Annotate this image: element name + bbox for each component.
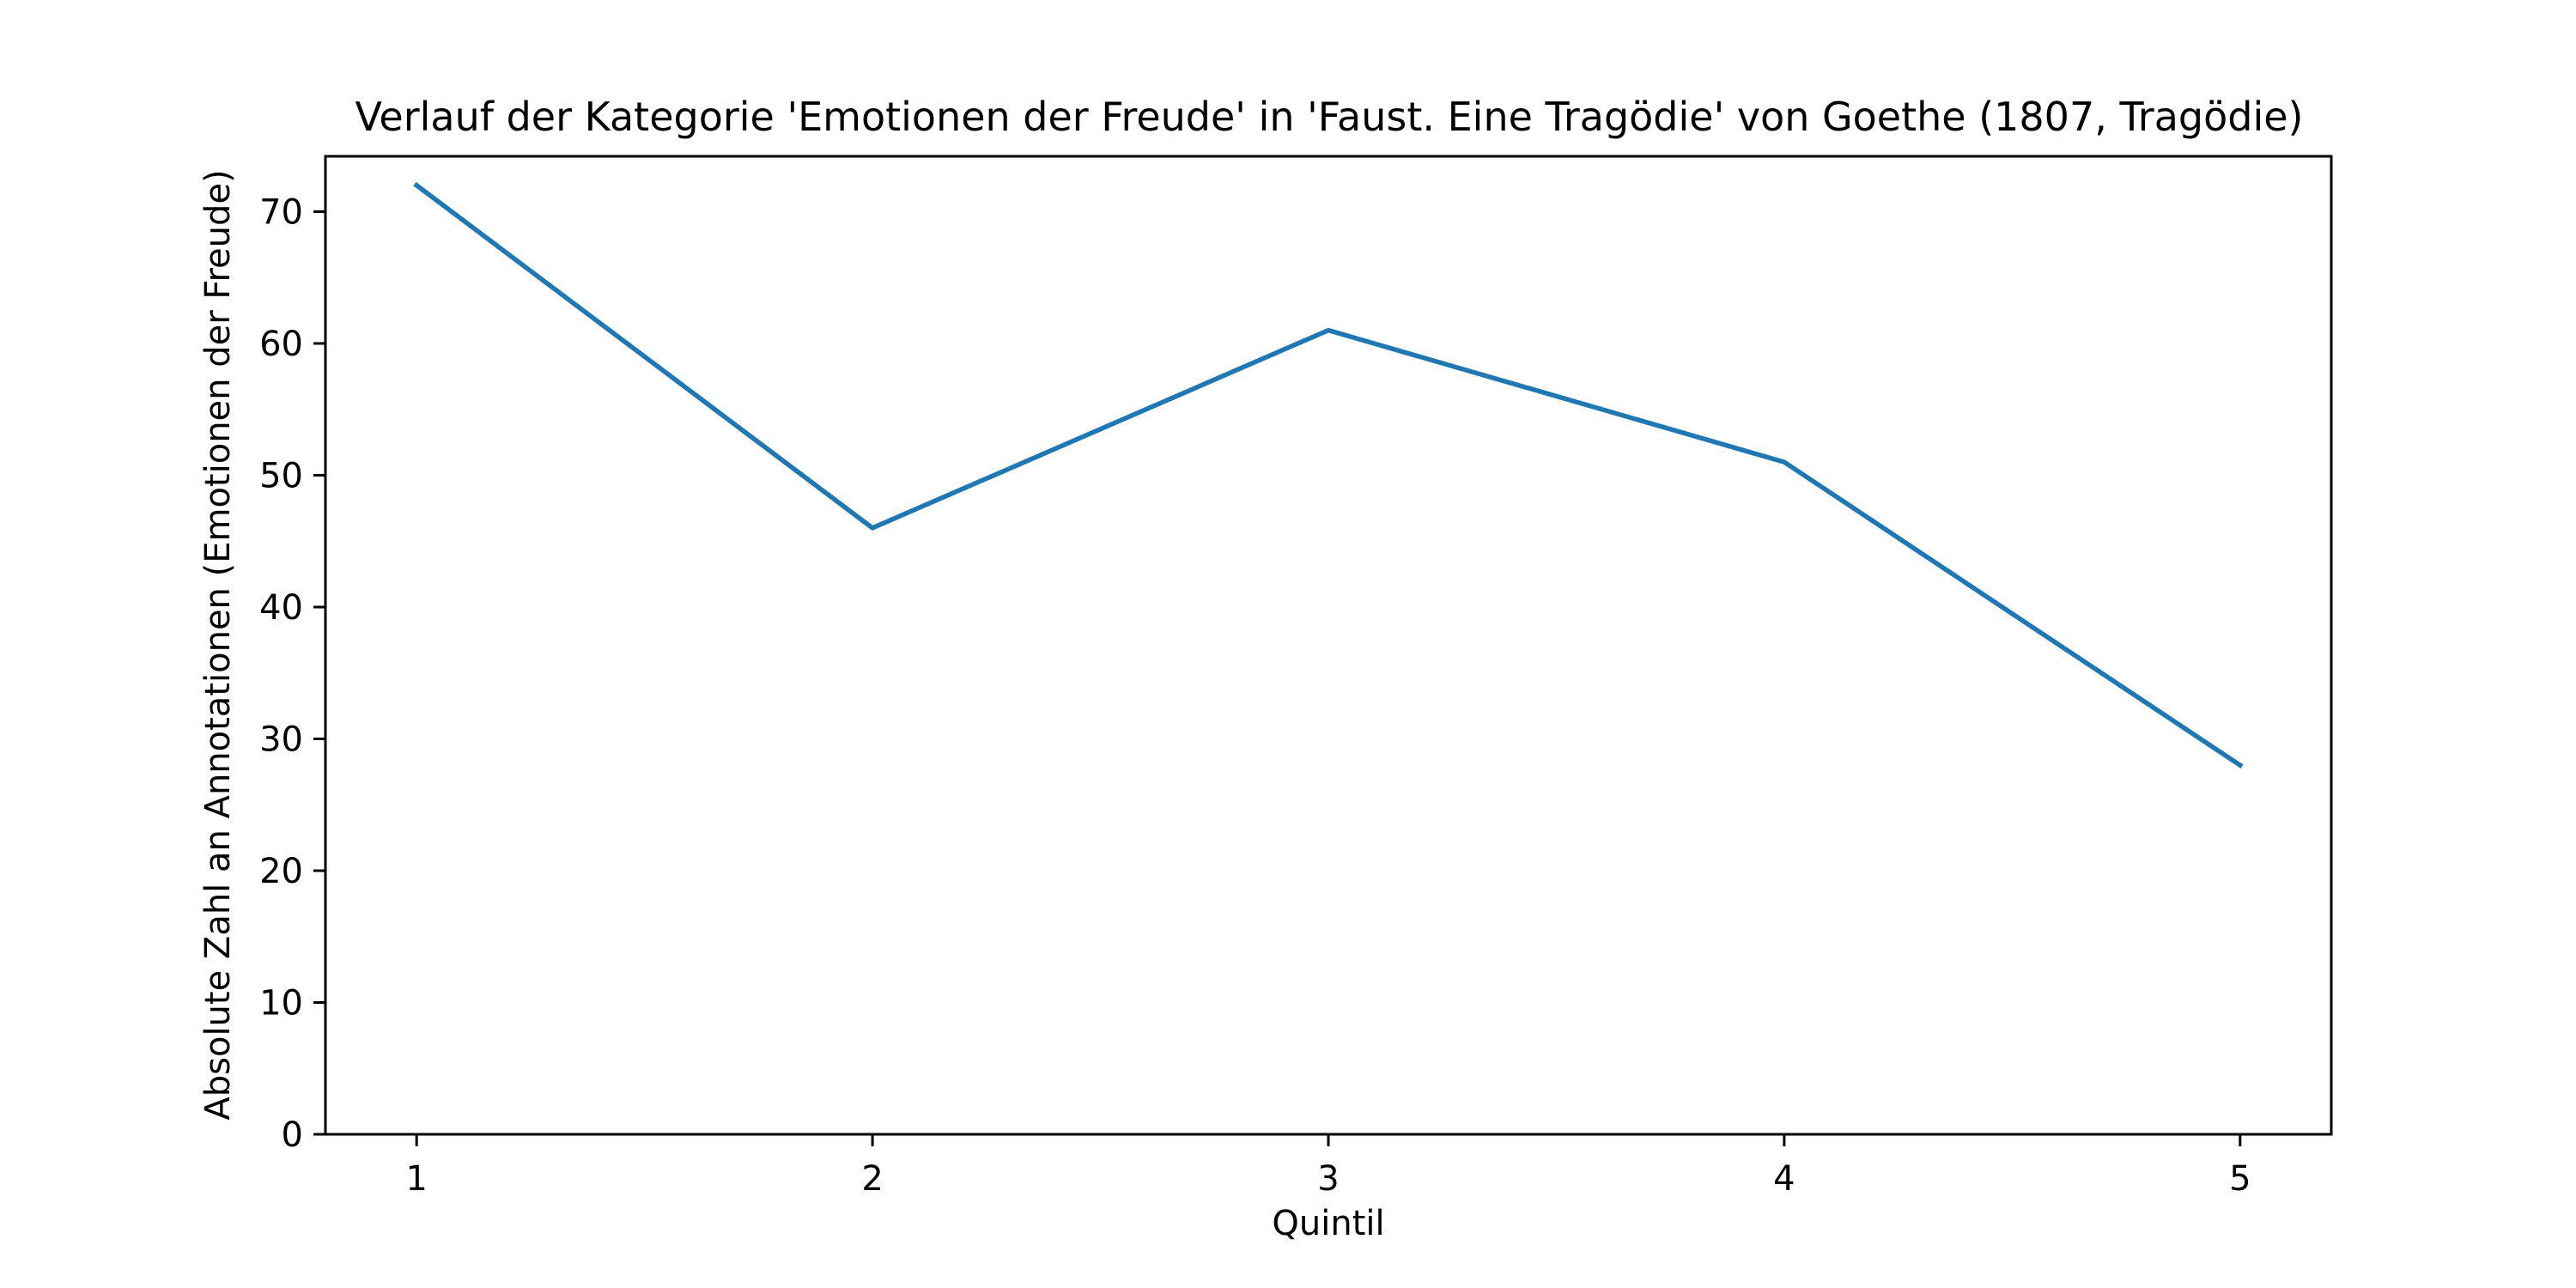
y-tick-label: 20 [259, 852, 303, 891]
y-tick-label: 30 [259, 720, 303, 759]
x-tick-label: 3 [1317, 1159, 1339, 1199]
x-tick-label: 4 [1773, 1159, 1795, 1199]
x-tick-label: 1 [405, 1159, 427, 1199]
y-axis-label: Absolute Zahl an Annotationen (Emotionen… [198, 169, 238, 1120]
x-axis-label: Quintil [1272, 1204, 1384, 1243]
y-tick-label: 60 [259, 325, 303, 364]
y-tick-label: 50 [259, 456, 303, 495]
chart-title: Verlauf der Kategorie 'Emotionen der Fre… [355, 94, 2304, 140]
series-layer [413, 181, 2244, 769]
x-tick-label: 5 [2229, 1159, 2251, 1199]
plot-frame [324, 155, 2333, 1136]
series-line-0 [413, 181, 2244, 769]
y-tick-label: 0 [282, 1115, 303, 1155]
y-tick-label: 40 [259, 588, 303, 628]
x-axis-ticks: 1 2 3 4 5 [405, 1134, 2251, 1199]
y-axis-ticks: 0 10 20 30 40 50 60 70 [259, 192, 325, 1155]
y-tick-label: 70 [259, 192, 303, 232]
y-tick-label: 10 [259, 983, 303, 1023]
x-tick-label: 2 [861, 1159, 883, 1199]
